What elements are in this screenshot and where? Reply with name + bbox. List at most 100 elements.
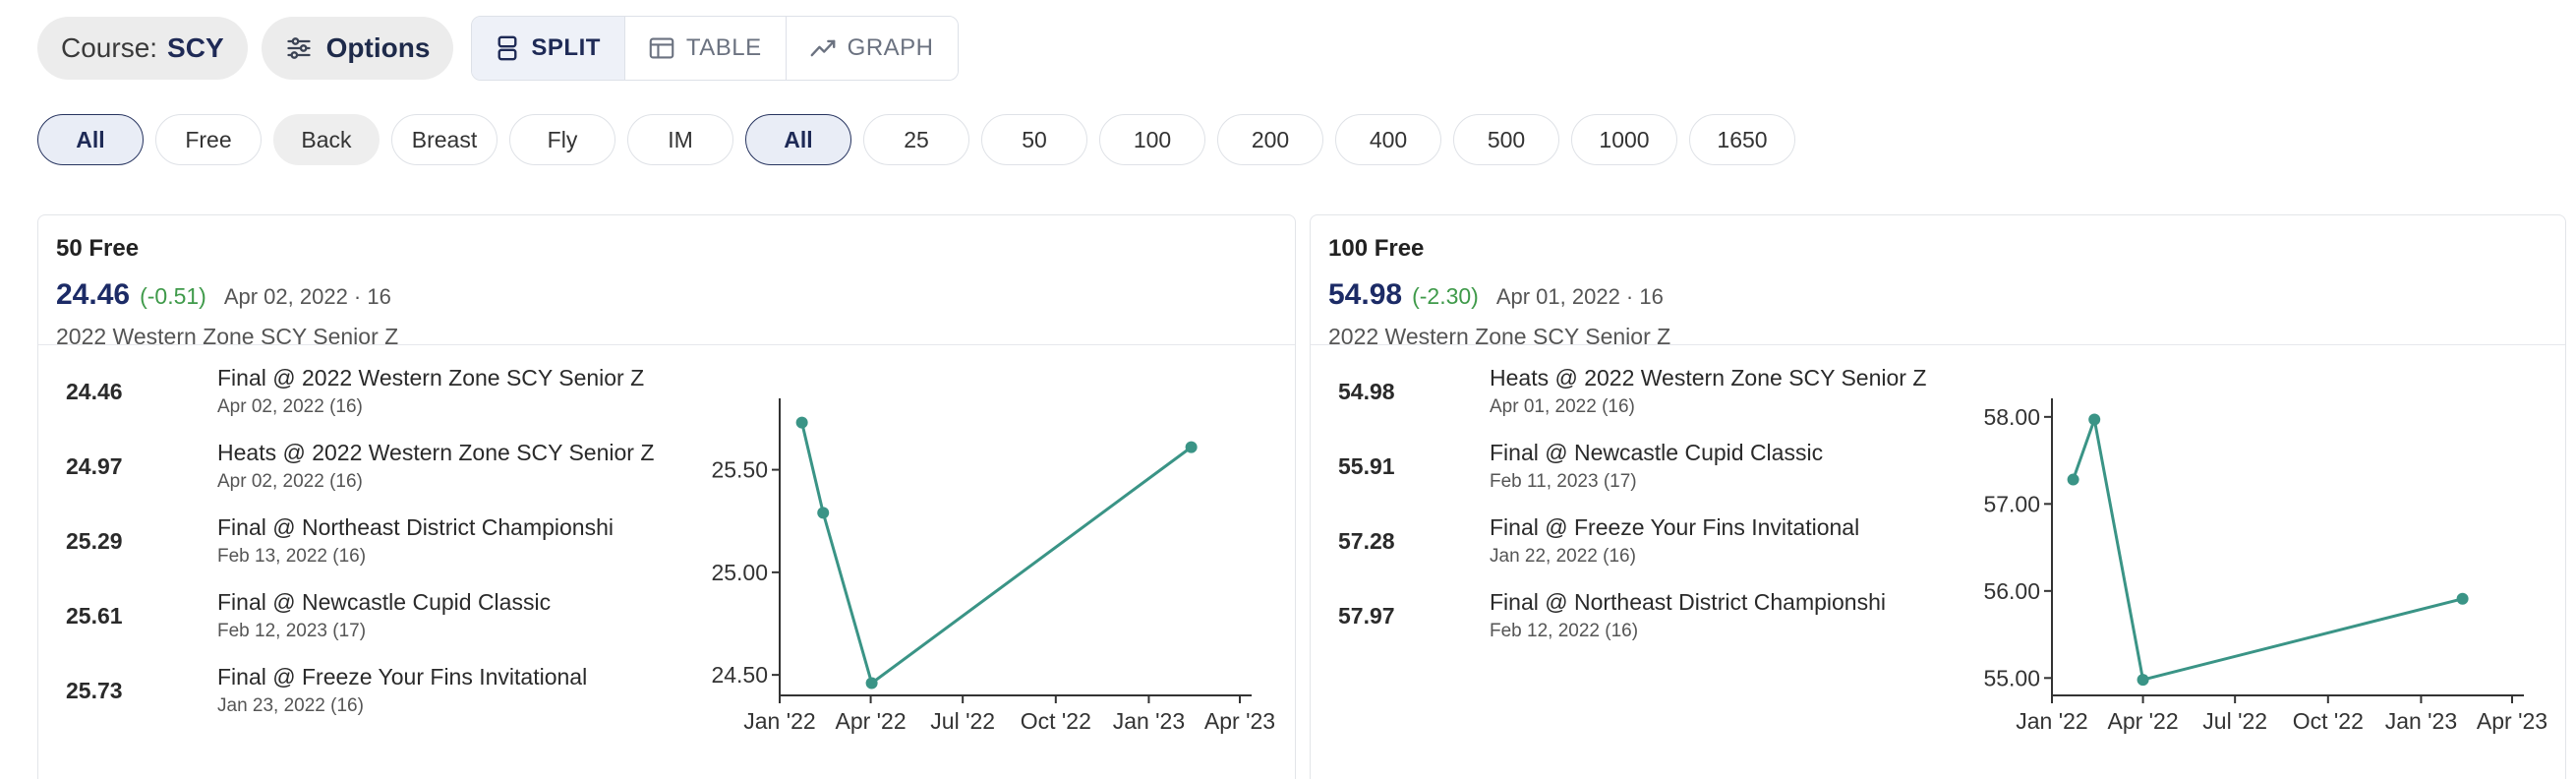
swim-time: 24.46 bbox=[66, 379, 123, 404]
swim-event: Final @ Newcastle Cupid Classic bbox=[217, 589, 552, 615]
distance-filter-50[interactable]: 50 bbox=[981, 114, 1087, 165]
swim-row[interactable]: 55.91 Final @ Newcastle Cupid Classic Fe… bbox=[1311, 434, 1960, 509]
swim-event: Final @ Northeast District Championshi bbox=[217, 514, 614, 540]
swim-time: 24.97 bbox=[66, 453, 123, 479]
data-point bbox=[2067, 473, 2079, 486]
graph-icon bbox=[810, 39, 836, 57]
y-tick-label: 55.00 bbox=[1983, 665, 2040, 690]
best-time-meet: 2022 Western Zone SCY Senior Z bbox=[1328, 324, 1671, 349]
course-value: SCY bbox=[167, 32, 224, 63]
distance-filter-1650[interactable]: 1650 bbox=[1689, 114, 1795, 165]
swim-row[interactable]: 25.29 Final @ Northeast District Champio… bbox=[38, 509, 687, 583]
view-mode-toggle: SPLIT TABLE GRAPH bbox=[471, 16, 959, 81]
x-tick-label: Apr '23 bbox=[2477, 708, 2547, 734]
stroke-filter-im[interactable]: IM bbox=[627, 114, 733, 165]
swim-event: Heats @ 2022 Western Zone SCY Senior Z bbox=[1490, 365, 1927, 390]
swim-date: Feb 13, 2022 (16) bbox=[217, 546, 367, 567]
card-header: 100 Free 54.98 (-2.30) Apr 01, 2022 · 16… bbox=[1311, 215, 2565, 349]
distance-filter-400[interactable]: 400 bbox=[1335, 114, 1441, 165]
distance-filter-500[interactable]: 500 bbox=[1453, 114, 1559, 165]
course-prefix: Course: bbox=[61, 32, 158, 63]
swim-date: Feb 12, 2022 (16) bbox=[1490, 621, 1639, 641]
x-tick-label: Jul '22 bbox=[930, 708, 995, 734]
swim-row[interactable]: 54.98 Heats @ 2022 Western Zone SCY Seni… bbox=[1311, 359, 1960, 434]
x-tick-label: Jan '22 bbox=[743, 708, 815, 734]
y-tick-label: 57.00 bbox=[1983, 491, 2040, 516]
options-button[interactable]: Options bbox=[261, 17, 454, 80]
swim-row[interactable]: 57.97 Final @ Northeast District Champio… bbox=[1311, 583, 1960, 658]
best-time-delta: (-0.51) bbox=[140, 283, 206, 309]
swim-time: 57.28 bbox=[1338, 528, 1395, 554]
event-card-50-free: 50 Free 24.46 (-0.51) Apr 02, 2022 · 16 … bbox=[37, 214, 1296, 779]
swim-time: 25.61 bbox=[66, 603, 123, 629]
stroke-filter-fly[interactable]: Fly bbox=[509, 114, 615, 165]
event-card-100-free: 100 Free 54.98 (-2.30) Apr 01, 2022 · 16… bbox=[1310, 214, 2566, 779]
distance-filter-100[interactable]: 100 bbox=[1099, 114, 1205, 165]
swim-time: 54.98 bbox=[1338, 379, 1395, 404]
swim-row[interactable]: 25.73 Final @ Freeze Your Fins Invitatio… bbox=[38, 658, 687, 733]
swim-date: Jan 23, 2022 (16) bbox=[217, 695, 364, 716]
course-selector-button[interactable]: Course: SCY bbox=[37, 17, 248, 80]
distance-filter-200[interactable]: 200 bbox=[1217, 114, 1323, 165]
view-split-button[interactable]: SPLIT bbox=[472, 17, 625, 80]
swim-row[interactable]: 25.61 Final @ Newcastle Cupid Classic Fe… bbox=[38, 583, 687, 658]
best-time: 24.46 bbox=[56, 278, 131, 311]
best-time-meta: Apr 01, 2022 · 16 bbox=[1495, 284, 1664, 309]
x-tick-label: Apr '23 bbox=[1204, 708, 1275, 734]
x-tick-label: Jan '23 bbox=[2385, 708, 2457, 734]
view-split-label: SPLIT bbox=[531, 34, 601, 61]
y-tick-label: 58.00 bbox=[1983, 404, 2040, 430]
stroke-filter-back[interactable]: Back bbox=[273, 114, 380, 165]
y-tick-label: 56.00 bbox=[1983, 578, 2040, 604]
data-point bbox=[865, 677, 878, 690]
swim-date: Feb 11, 2023 (17) bbox=[1490, 471, 1637, 492]
event-title: 100 Free bbox=[1328, 235, 1425, 262]
swim-date: Apr 02, 2022 (16) bbox=[217, 396, 363, 417]
distance-filter-1000[interactable]: 1000 bbox=[1571, 114, 1677, 165]
swim-time: 25.29 bbox=[66, 528, 123, 554]
x-tick-label: Oct '22 bbox=[1021, 708, 1091, 734]
swim-event: Final @ Freeze Your Fins Invitational bbox=[1490, 514, 1860, 540]
data-point bbox=[795, 416, 808, 429]
swim-date: Apr 02, 2022 (16) bbox=[217, 471, 363, 492]
best-time-line: 54.98 (-2.30) Apr 01, 2022 · 16 bbox=[1328, 278, 2547, 312]
y-tick-label: 25.00 bbox=[711, 560, 768, 585]
view-graph-button[interactable]: GRAPH bbox=[786, 17, 958, 80]
table-icon bbox=[649, 37, 674, 59]
swim-time: 25.73 bbox=[66, 678, 123, 703]
sliders-icon bbox=[286, 37, 311, 59]
swim-row[interactable]: 24.97 Heats @ 2022 Western Zone SCY Seni… bbox=[38, 434, 687, 509]
data-point bbox=[2456, 592, 2469, 605]
view-table-label: TABLE bbox=[685, 34, 762, 61]
swim-row[interactable]: 57.28 Final @ Freeze Your Fins Invitatio… bbox=[1311, 509, 1960, 583]
swim-date: Apr 01, 2022 (16) bbox=[1490, 396, 1635, 417]
swim-date: Jan 22, 2022 (16) bbox=[1490, 546, 1636, 567]
stroke-filter-all[interactable]: All bbox=[37, 114, 144, 165]
view-table-button[interactable]: TABLE bbox=[624, 17, 787, 80]
best-time-line: 24.46 (-0.51) Apr 02, 2022 · 16 bbox=[56, 278, 1277, 312]
x-tick-label: Apr '22 bbox=[2107, 708, 2178, 734]
swim-event: Final @ Newcastle Cupid Classic bbox=[1490, 440, 1824, 465]
options-label: Options bbox=[325, 32, 431, 63]
x-tick-label: Oct '22 bbox=[2293, 708, 2364, 734]
swim-event: Heats @ 2022 Western Zone SCY Senior Z bbox=[217, 440, 655, 465]
swim-list: 24.46 Final @ 2022 Western Zone SCY Seni… bbox=[38, 359, 687, 733]
swim-event: Final @ Freeze Your Fins Invitational bbox=[217, 664, 588, 690]
stroke-filter-free[interactable]: Free bbox=[155, 114, 262, 165]
best-time-delta: (-2.30) bbox=[1412, 283, 1479, 309]
series-line bbox=[800, 422, 1193, 685]
y-tick-label: 25.50 bbox=[711, 457, 768, 483]
swim-event: Final @ Northeast District Championshi bbox=[1490, 589, 1886, 615]
best-time-meta: Apr 02, 2022 · 16 bbox=[223, 284, 391, 309]
swim-row[interactable]: 24.46 Final @ 2022 Western Zone SCY Seni… bbox=[38, 359, 687, 434]
data-point bbox=[2088, 413, 2101, 426]
progression-chart: 55.00 56.00 57.00 58.00 Jan '22 Apr '22 Jul '2… bbox=[1983, 398, 2547, 734]
best-time: 54.98 bbox=[1328, 278, 1403, 311]
x-tick-label: Apr '22 bbox=[835, 708, 906, 734]
distance-filter-25[interactable]: 25 bbox=[863, 114, 969, 165]
split-view-icon bbox=[498, 35, 517, 61]
stroke-filter-breast[interactable]: Breast bbox=[391, 114, 498, 165]
data-point bbox=[2137, 674, 2149, 687]
distance-filter-all[interactable]: All bbox=[745, 114, 851, 165]
swim-time: 57.97 bbox=[1338, 603, 1395, 629]
